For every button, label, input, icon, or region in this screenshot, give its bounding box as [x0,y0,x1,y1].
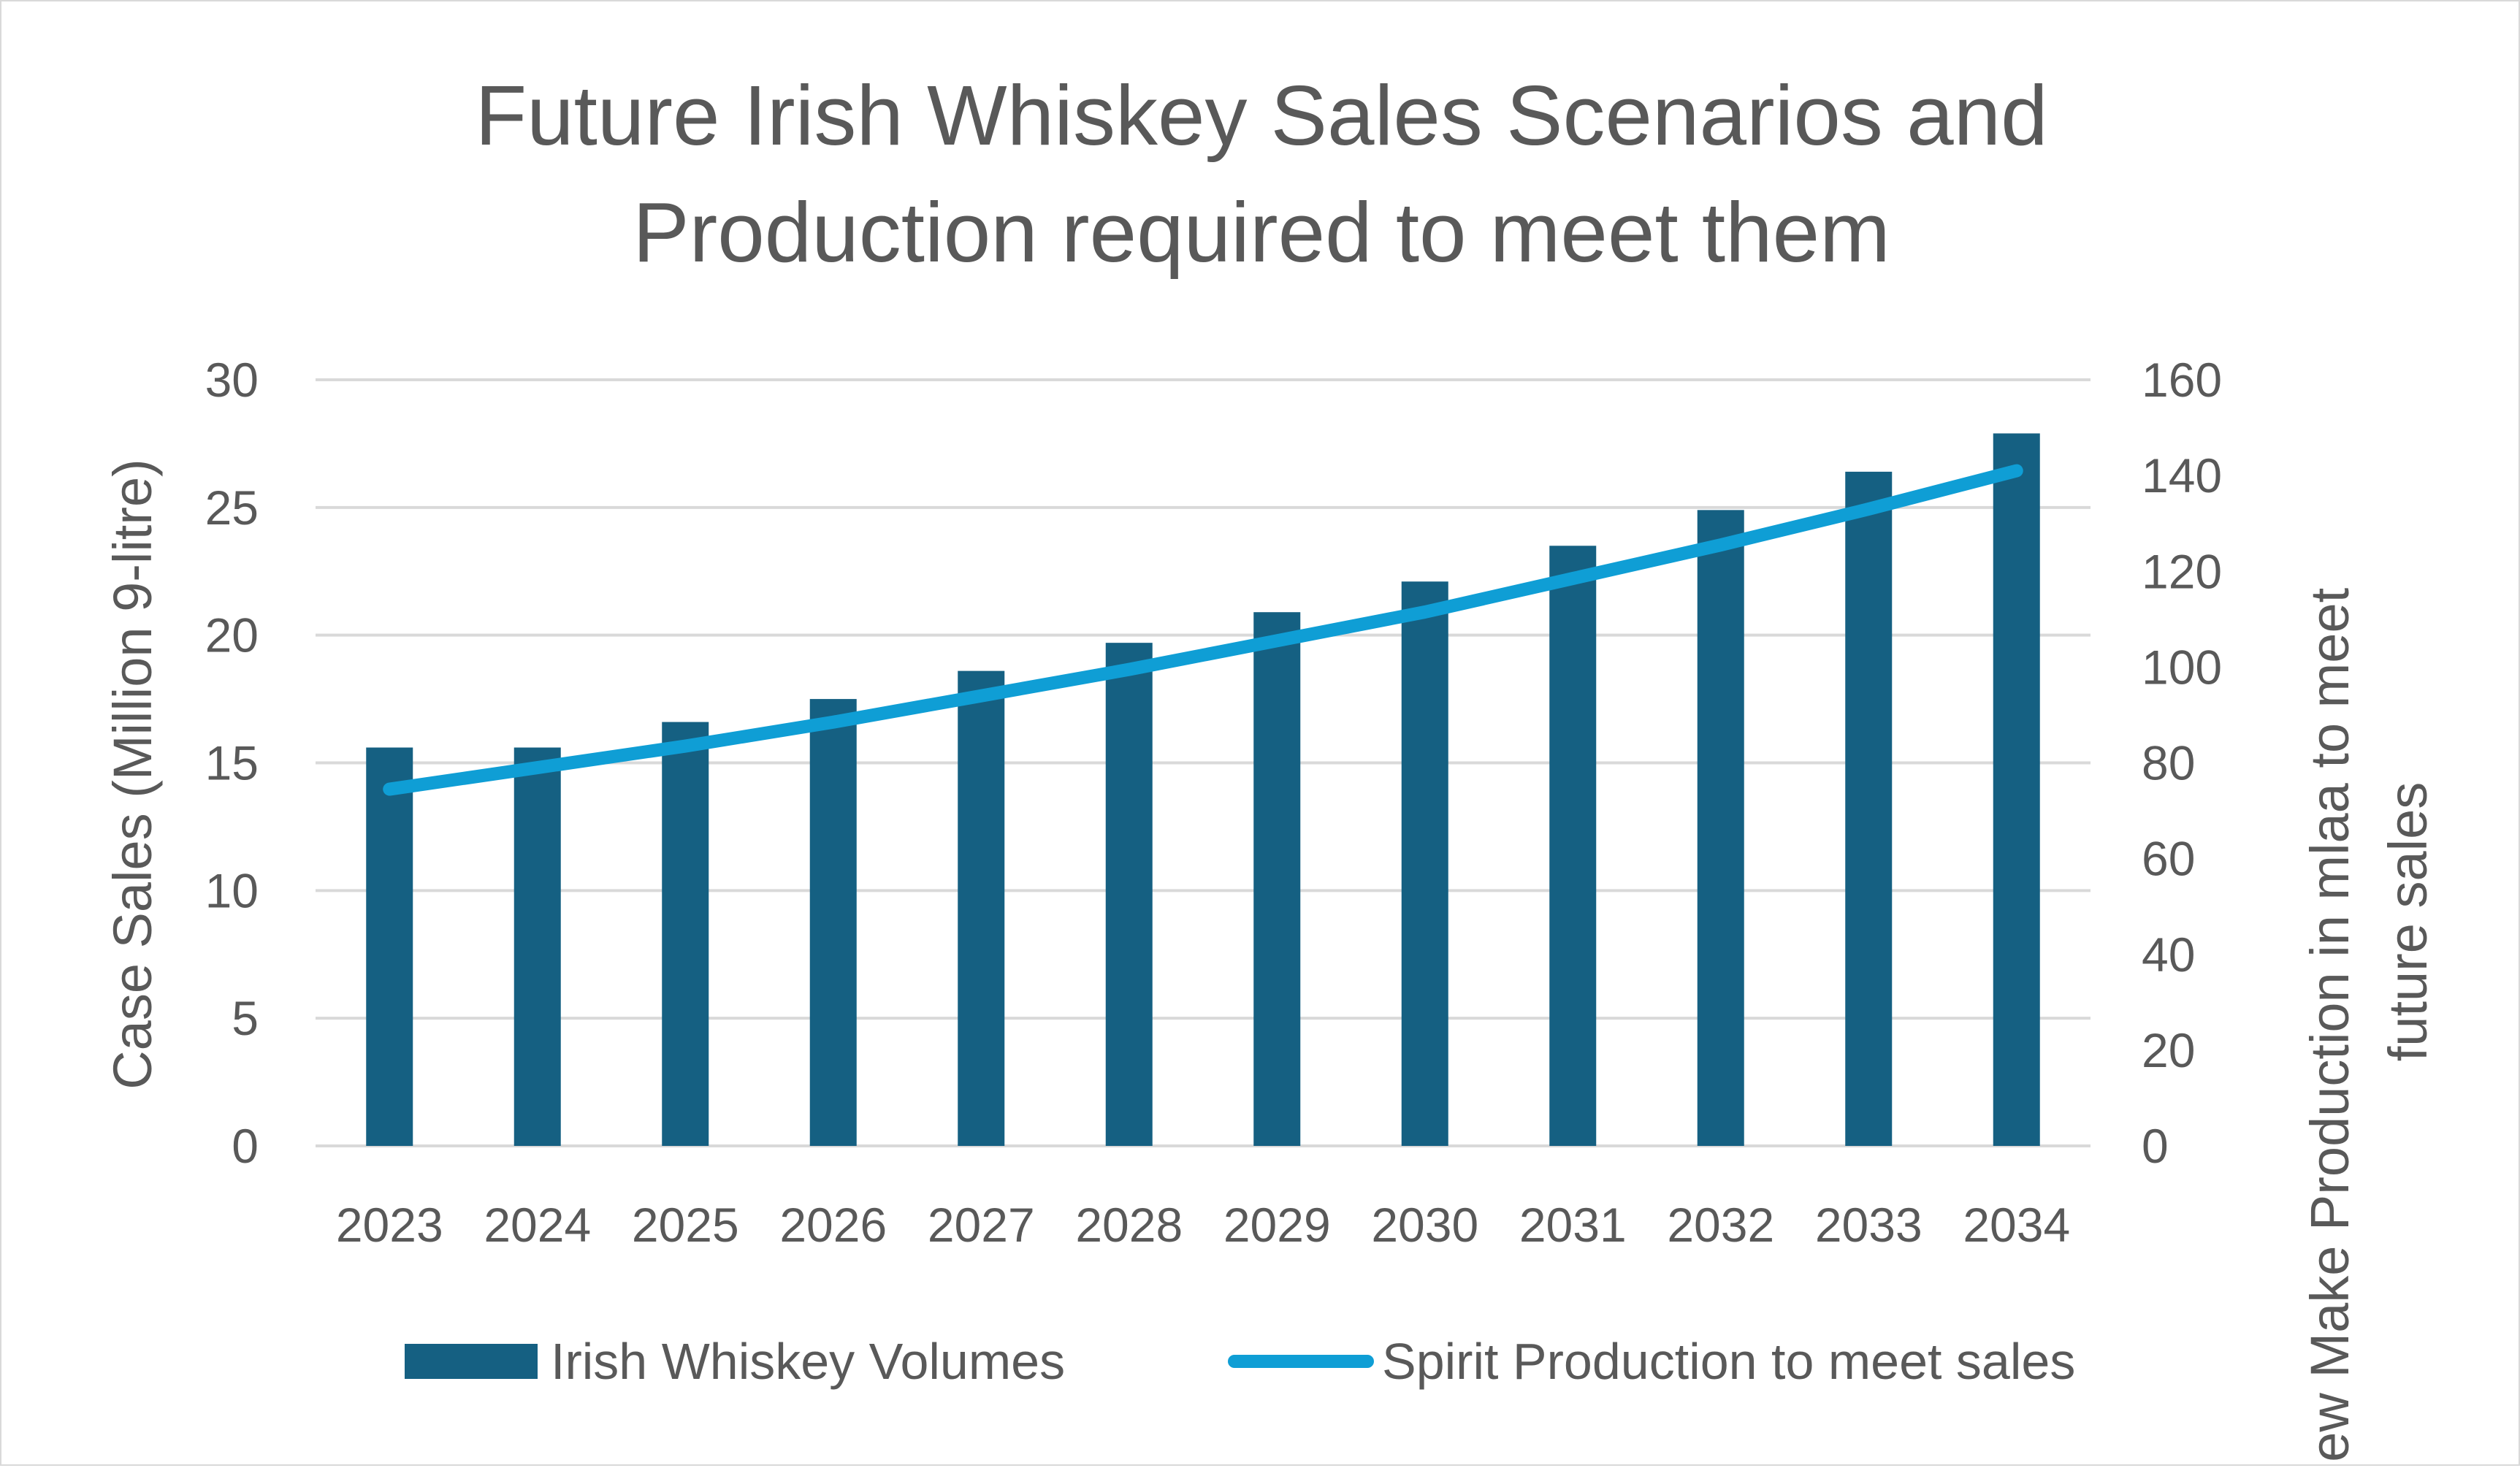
x-tick-label: 2025 [632,1198,739,1252]
right-tick-label: 40 [2142,928,2195,982]
left-tick-label: 30 [205,353,259,407]
legend-swatch-bar [405,1344,538,1379]
chart-title-line-1: Future Irish Whiskey Sales Scenarios and [475,68,2047,163]
line-point-2031 [1572,578,1573,579]
bar-2024 [513,747,561,1146]
x-tick-label: 2023 [336,1198,443,1252]
bar-2031 [1549,546,1597,1146]
x-tick-label: 2024 [484,1198,591,1252]
left-tick-label: 15 [205,736,259,790]
bar-2023 [366,747,413,1146]
x-tick-label: 2034 [1963,1198,2070,1252]
left-tick-label: 20 [205,608,259,662]
bar-2034 [1993,433,2040,1146]
spirit-production-line [383,464,2023,796]
bar-2028 [1105,643,1153,1146]
x-axis-ticks: 2023 2024 2025 2026 2027 2028 2029 2030 2031 2032… [336,1198,2070,1252]
left-tick-label: 10 [205,863,259,917]
bar-2032 [1697,510,1744,1146]
left-tick-label: 25 [205,481,259,535]
bar-2030 [1401,581,1448,1146]
bar-series [366,433,2040,1146]
bar-2029 [1253,612,1301,1146]
line-point-2030 [1424,611,1426,613]
x-tick-label: 2033 [1815,1198,1923,1252]
left-axis-ticks: 0 5 10 15 20 25 30 [205,353,259,1173]
bar-2033 [1845,471,1893,1146]
bar-2025 [662,722,709,1146]
line-point-2024 [537,767,538,768]
x-tick-label: 2030 [1371,1198,1478,1252]
bar-2026 [809,699,857,1146]
x-tick-label: 2028 [1075,1198,1183,1252]
bar-2027 [958,670,1005,1146]
legend: Irish Whiskey Volumes Spirit Production … [405,1333,2075,1390]
line-point-2025 [684,746,686,747]
chart-title-line-2: Production required to meet them [633,185,1890,280]
right-tick-label: 80 [2142,736,2195,790]
line-point-2032 [1720,544,1722,546]
right-tick-label: 60 [2142,832,2195,886]
left-axis-title: Case Sales (Million 9-litre) [102,459,163,1090]
right-axis-title-line-2: future sales [2378,782,2438,1062]
left-tick-label: 5 [232,991,259,1045]
right-axis-title-line-1: New Make Production in mlaa to meet [2299,587,2360,1464]
line-point-2029 [1276,640,1278,641]
line-point-2027 [980,695,982,697]
line-point-2023 [389,789,390,790]
right-tick-label: 100 [2142,640,2222,694]
line-point-2026 [833,722,834,723]
x-tick-label: 2029 [1223,1198,1331,1252]
x-tick-label: 2026 [779,1198,887,1252]
x-tick-label: 2032 [1667,1198,1774,1252]
line-series [383,464,2023,796]
right-tick-label: 120 [2142,544,2222,598]
line-point-2033 [1868,508,1869,510]
right-tick-label: 0 [2142,1119,2169,1173]
line-point-2028 [1129,669,1130,670]
legend-label-bar: Irish Whiskey Volumes [551,1333,1065,1390]
legend-label-line: Spirit Production to meet sales [1382,1333,2075,1390]
right-tick-label: 20 [2142,1023,2195,1077]
right-axis-ticks: 0 20 40 60 80 100 120 140 160 [2142,353,2222,1173]
right-tick-label: 160 [2142,353,2222,407]
right-tick-label: 140 [2142,448,2222,502]
x-tick-label: 2027 [928,1198,1035,1252]
x-tick-label: 2031 [1519,1198,1627,1252]
left-tick-label: 0 [232,1119,259,1173]
line-point-2034 [2016,470,2017,472]
